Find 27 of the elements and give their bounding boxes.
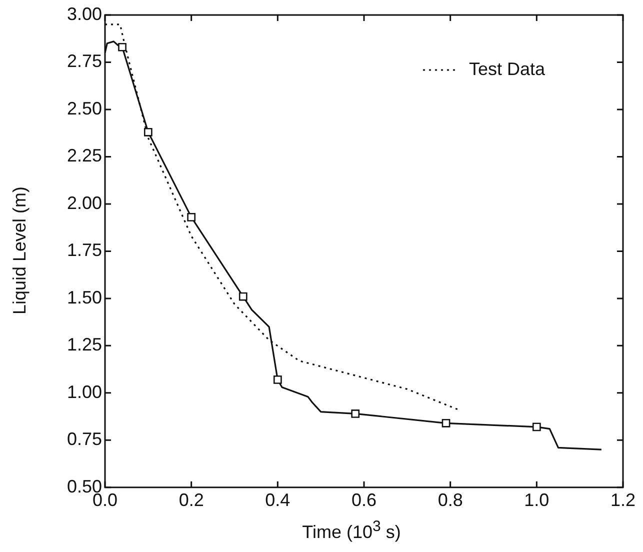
x-tick-label: 0.8: [438, 490, 463, 510]
y-tick-label: 1.00: [66, 382, 102, 402]
y-tick-label: 1.50: [66, 287, 102, 308]
point: [144, 128, 152, 136]
point: [442, 418, 450, 428]
legend-label: Test Data: [469, 58, 546, 79]
y-tick-label: 1.75: [66, 240, 102, 260]
y-tick-label: 2.00: [66, 192, 102, 213]
point: [351, 410, 360, 418]
point: [532, 422, 541, 432]
point: [238, 292, 248, 301]
x-tick-label: 1.0: [524, 490, 550, 510]
x-tick-label: 0.2: [178, 490, 204, 510]
x-tick-label: 0.4: [265, 490, 290, 510]
point: [187, 213, 196, 222]
y-tick-label: 2.75: [66, 51, 102, 72]
y-tick-label: 2.50: [66, 98, 102, 118]
point: [273, 376, 282, 384]
x-tick-label: 1.2: [610, 490, 636, 510]
y-axis-title: Liquid Level (m): [10, 185, 30, 317]
x-tick-label: 0.6: [351, 490, 377, 510]
x-axis-title: Time (10$^{3}$ s): [301, 518, 402, 543]
y-tick-label: 0.75: [66, 429, 102, 450]
y-tick-label: 2.25: [66, 146, 102, 166]
y-tick-label: 1.25: [66, 334, 102, 355]
point: [118, 42, 126, 52]
y-tick-label: 3.00: [66, 4, 102, 24]
